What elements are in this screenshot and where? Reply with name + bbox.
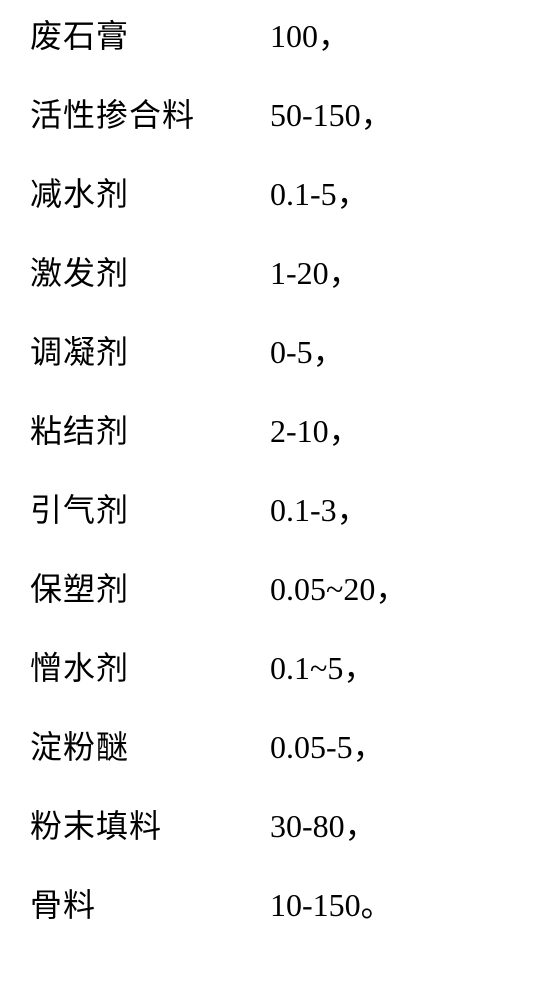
- table-row: 引气剂 0.1-3 ，: [30, 494, 525, 526]
- ingredient-label: 粘结剂: [30, 415, 270, 447]
- ingredient-label: 减水剂: [30, 178, 270, 210]
- table-row: 粉末填料 30-80 ，: [30, 810, 525, 842]
- value-cell: 100 ，: [270, 20, 350, 52]
- ingredient-value: 0.1-3: [270, 494, 337, 526]
- row-punct: ，: [329, 257, 361, 289]
- row-punct: ，: [313, 336, 345, 368]
- ingredient-value: 0.05-5: [270, 731, 353, 763]
- table-row: 废石膏 100 ，: [30, 20, 525, 52]
- value-cell: 1-20 ，: [270, 257, 361, 289]
- ingredient-label: 引气剂: [30, 494, 270, 526]
- ingredient-value: 0.1~5: [270, 652, 343, 684]
- ingredient-label: 憎水剂: [30, 652, 270, 684]
- ingredient-value: 50-150: [270, 99, 361, 131]
- ingredients-table: 废石膏 100 ， 活性掺合料 50-150 ， 减水剂 0.1-5 ， 激发剂…: [0, 0, 555, 941]
- ingredient-value: 30-80: [270, 810, 345, 842]
- table-row: 骨料 10-150 。: [30, 889, 525, 921]
- ingredient-value: 10-150: [270, 889, 361, 921]
- row-punct: ，: [318, 20, 350, 52]
- table-row: 活性掺合料 50-150 ，: [30, 99, 525, 131]
- value-cell: 0.05~20 ，: [270, 573, 407, 605]
- value-cell: 0-5 ，: [270, 336, 345, 368]
- value-cell: 30-80 ，: [270, 810, 377, 842]
- row-punct: ，: [353, 731, 385, 763]
- ingredient-value: 100: [270, 20, 318, 52]
- table-row: 淀粉醚 0.05-5 ，: [30, 731, 525, 763]
- ingredient-value: 1-20: [270, 257, 329, 289]
- row-punct: ，: [329, 415, 361, 447]
- row-punct: ，: [337, 494, 369, 526]
- table-row: 憎水剂 0.1~5 ，: [30, 652, 525, 684]
- ingredient-value: 2-10: [270, 415, 329, 447]
- table-row: 激发剂 1-20 ，: [30, 257, 525, 289]
- row-punct: ，: [337, 178, 369, 210]
- row-punct: ，: [343, 652, 375, 684]
- table-row: 减水剂 0.1-5 ，: [30, 178, 525, 210]
- value-cell: 50-150 ，: [270, 99, 393, 131]
- table-row: 调凝剂 0-5 ，: [30, 336, 525, 368]
- ingredient-label: 淀粉醚: [30, 731, 270, 763]
- ingredient-value: 0.1-5: [270, 178, 337, 210]
- row-punct: ，: [361, 99, 393, 131]
- ingredient-label: 保塑剂: [30, 573, 270, 605]
- ingredient-value: 0.05~20: [270, 573, 375, 605]
- row-punct: ，: [375, 573, 407, 605]
- ingredient-label: 调凝剂: [30, 336, 270, 368]
- ingredient-label: 激发剂: [30, 257, 270, 289]
- value-cell: 0.05-5 ，: [270, 731, 385, 763]
- ingredient-label: 骨料: [30, 889, 270, 921]
- table-row: 粘结剂 2-10 ，: [30, 415, 525, 447]
- ingredient-label: 废石膏: [30, 20, 270, 52]
- value-cell: 2-10 ，: [270, 415, 361, 447]
- ingredient-value: 0-5: [270, 336, 313, 368]
- value-cell: 0.1~5 ，: [270, 652, 375, 684]
- value-cell: 0.1-3 ，: [270, 494, 369, 526]
- row-punct: ，: [345, 810, 377, 842]
- table-row: 保塑剂 0.05~20 ，: [30, 573, 525, 605]
- value-cell: 0.1-5 ，: [270, 178, 369, 210]
- ingredient-label: 活性掺合料: [30, 99, 270, 131]
- value-cell: 10-150 。: [270, 889, 393, 921]
- row-punct: 。: [361, 889, 393, 921]
- ingredient-label: 粉末填料: [30, 810, 270, 842]
